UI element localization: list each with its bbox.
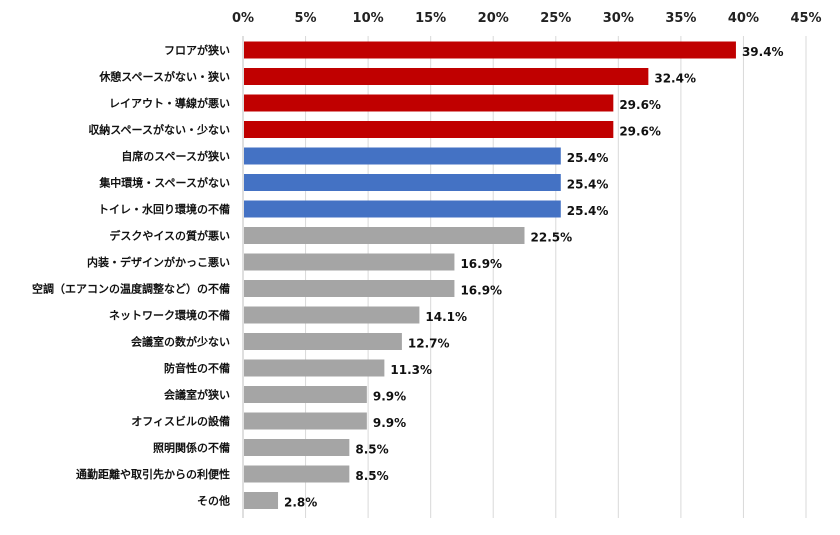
bar	[244, 306, 420, 324]
x-tick-label: 30%	[603, 11, 634, 26]
category-label: レイアウト・導線が悪い	[109, 96, 230, 110]
category-label: 会議室の数が少ない	[131, 335, 230, 349]
data-label: 2.8%	[284, 496, 317, 510]
bar	[244, 147, 561, 165]
category-label: 集中環境・スペースがない	[98, 176, 230, 190]
category-label: 会議室が狭い	[164, 388, 230, 402]
bar	[244, 227, 525, 244]
data-label: 16.9%	[460, 257, 502, 271]
x-tick-label: 20%	[478, 11, 509, 26]
data-label: 29.6%	[619, 125, 661, 139]
bar	[244, 333, 402, 350]
category-label: 照明関係の不備	[153, 441, 230, 455]
bar	[244, 68, 649, 85]
data-label: 8.5%	[355, 469, 388, 483]
data-label: 8.5%	[355, 443, 388, 457]
bar	[244, 94, 614, 112]
data-label: 11.3%	[390, 363, 432, 377]
category-label: 空調（エアコンの温度調整など）の不備	[32, 282, 230, 296]
bar	[244, 359, 385, 377]
category-label: 休憩スペースがない・狭い	[98, 70, 230, 84]
category-label: 収納スペースがない・少ない	[88, 123, 230, 137]
category-label: 通勤距離や取引先からの利便性	[76, 467, 230, 481]
x-tick-label: 0%	[232, 11, 254, 26]
data-label: 39.4%	[742, 45, 784, 59]
data-label: 22.5%	[531, 231, 573, 245]
category-label: 自席のスペースが狭い	[121, 149, 230, 163]
data-label: 16.9%	[460, 284, 502, 298]
x-tick-label: 35%	[665, 11, 696, 26]
data-label: 32.4%	[654, 72, 696, 86]
x-tick-label: 25%	[540, 11, 571, 26]
bar	[244, 492, 279, 509]
x-tick-label: 45%	[790, 11, 821, 26]
bar	[244, 253, 455, 271]
data-label: 12.7%	[408, 337, 450, 351]
category-label: オフィスビルの設備	[131, 414, 230, 428]
data-label: 25.4%	[567, 204, 609, 218]
category-label: その他	[197, 494, 230, 508]
x-tick-label: 40%	[728, 11, 759, 26]
bar	[244, 465, 350, 483]
data-label: 29.6%	[619, 98, 661, 112]
bar	[244, 121, 614, 138]
bar	[244, 412, 367, 430]
category-label: ネットワーク環境の不備	[109, 308, 230, 322]
category-label: 内装・デザインがかっこ悪い	[87, 255, 230, 269]
category-label: 防音性の不備	[164, 361, 230, 375]
category-label: デスクやイスの質が悪い	[109, 229, 230, 243]
data-label: 25.4%	[567, 178, 609, 192]
data-label: 25.4%	[567, 151, 609, 165]
bar	[244, 41, 736, 59]
data-label: 9.9%	[373, 416, 406, 430]
category-label: トイレ・水回り環境の不備	[98, 202, 230, 216]
bar	[244, 386, 367, 403]
x-tick-label: 15%	[415, 11, 446, 26]
x-tick-label: 10%	[353, 11, 384, 26]
bar	[244, 174, 561, 191]
data-label: 14.1%	[425, 310, 467, 324]
bar	[244, 200, 561, 218]
category-label: フロアが狭い	[164, 43, 230, 57]
bar	[244, 280, 455, 297]
data-label: 9.9%	[373, 390, 406, 404]
x-tick-label: 5%	[295, 11, 317, 26]
bar	[244, 439, 350, 456]
